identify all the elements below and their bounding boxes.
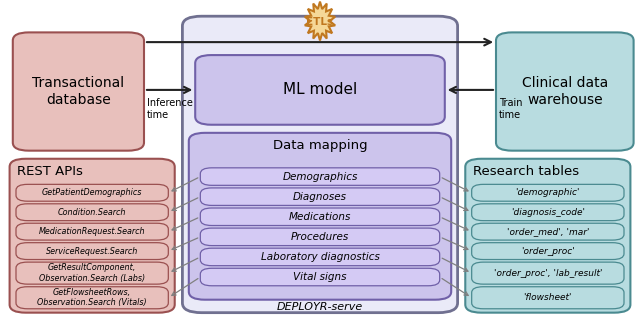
FancyBboxPatch shape [195, 55, 445, 125]
Text: 'flowsheet': 'flowsheet' [524, 293, 572, 302]
Text: DEPLOYR-serve: DEPLOYR-serve [277, 302, 363, 312]
FancyBboxPatch shape [16, 262, 168, 284]
FancyBboxPatch shape [200, 208, 440, 226]
Text: Condition.Search: Condition.Search [58, 208, 127, 217]
FancyBboxPatch shape [472, 262, 624, 284]
Text: Laboratory diagnostics: Laboratory diagnostics [260, 252, 380, 262]
Text: Data mapping: Data mapping [273, 139, 367, 152]
Text: MedicationRequest.Search: MedicationRequest.Search [39, 227, 145, 236]
FancyBboxPatch shape [472, 204, 624, 221]
Text: Train
time: Train time [499, 98, 523, 120]
Text: Demographics: Demographics [282, 172, 358, 181]
FancyBboxPatch shape [13, 32, 144, 151]
Text: ServiceRequest.Search: ServiceRequest.Search [46, 247, 138, 256]
FancyBboxPatch shape [200, 188, 440, 205]
Text: 'diagnosis_code': 'diagnosis_code' [511, 208, 585, 217]
Polygon shape [305, 2, 335, 40]
Text: REST APIs: REST APIs [17, 165, 83, 178]
Text: Research tables: Research tables [473, 165, 579, 178]
Text: Inference
time: Inference time [147, 98, 193, 120]
FancyBboxPatch shape [200, 168, 440, 185]
Text: Medications: Medications [289, 212, 351, 222]
FancyBboxPatch shape [200, 248, 440, 266]
FancyBboxPatch shape [200, 268, 440, 286]
Text: ML model: ML model [283, 82, 357, 98]
FancyBboxPatch shape [16, 184, 168, 201]
Text: GetResultComponent,
Observation.Search (Labs): GetResultComponent, Observation.Search (… [39, 263, 145, 283]
Text: Procedures: Procedures [291, 232, 349, 242]
FancyBboxPatch shape [496, 32, 634, 151]
Text: 'order_proc': 'order_proc' [521, 247, 575, 256]
FancyBboxPatch shape [16, 204, 168, 221]
Text: Transactional
database: Transactional database [33, 76, 124, 107]
FancyBboxPatch shape [189, 133, 451, 300]
Text: GetFlowsheetRows,
Observation.Search (Vitals): GetFlowsheetRows, Observation.Search (Vi… [37, 288, 147, 307]
FancyBboxPatch shape [16, 287, 168, 309]
Text: 'order_med', 'mar': 'order_med', 'mar' [507, 227, 589, 236]
FancyBboxPatch shape [465, 159, 630, 313]
FancyBboxPatch shape [200, 228, 440, 246]
FancyBboxPatch shape [16, 243, 168, 260]
FancyBboxPatch shape [10, 159, 175, 313]
Text: Diagnoses: Diagnoses [293, 192, 347, 202]
FancyBboxPatch shape [472, 287, 624, 309]
FancyBboxPatch shape [472, 184, 624, 201]
FancyBboxPatch shape [16, 223, 168, 240]
FancyBboxPatch shape [472, 223, 624, 240]
Text: 'demographic': 'demographic' [516, 188, 580, 197]
FancyBboxPatch shape [182, 16, 458, 313]
Text: Vital signs: Vital signs [293, 272, 347, 282]
Text: 'order_proc', 'lab_result': 'order_proc', 'lab_result' [493, 269, 602, 278]
FancyBboxPatch shape [472, 243, 624, 260]
Text: ETLs: ETLs [307, 17, 333, 27]
Text: Clinical data
warehouse: Clinical data warehouse [522, 76, 608, 107]
Text: GetPatientDemographics: GetPatientDemographics [42, 188, 142, 197]
